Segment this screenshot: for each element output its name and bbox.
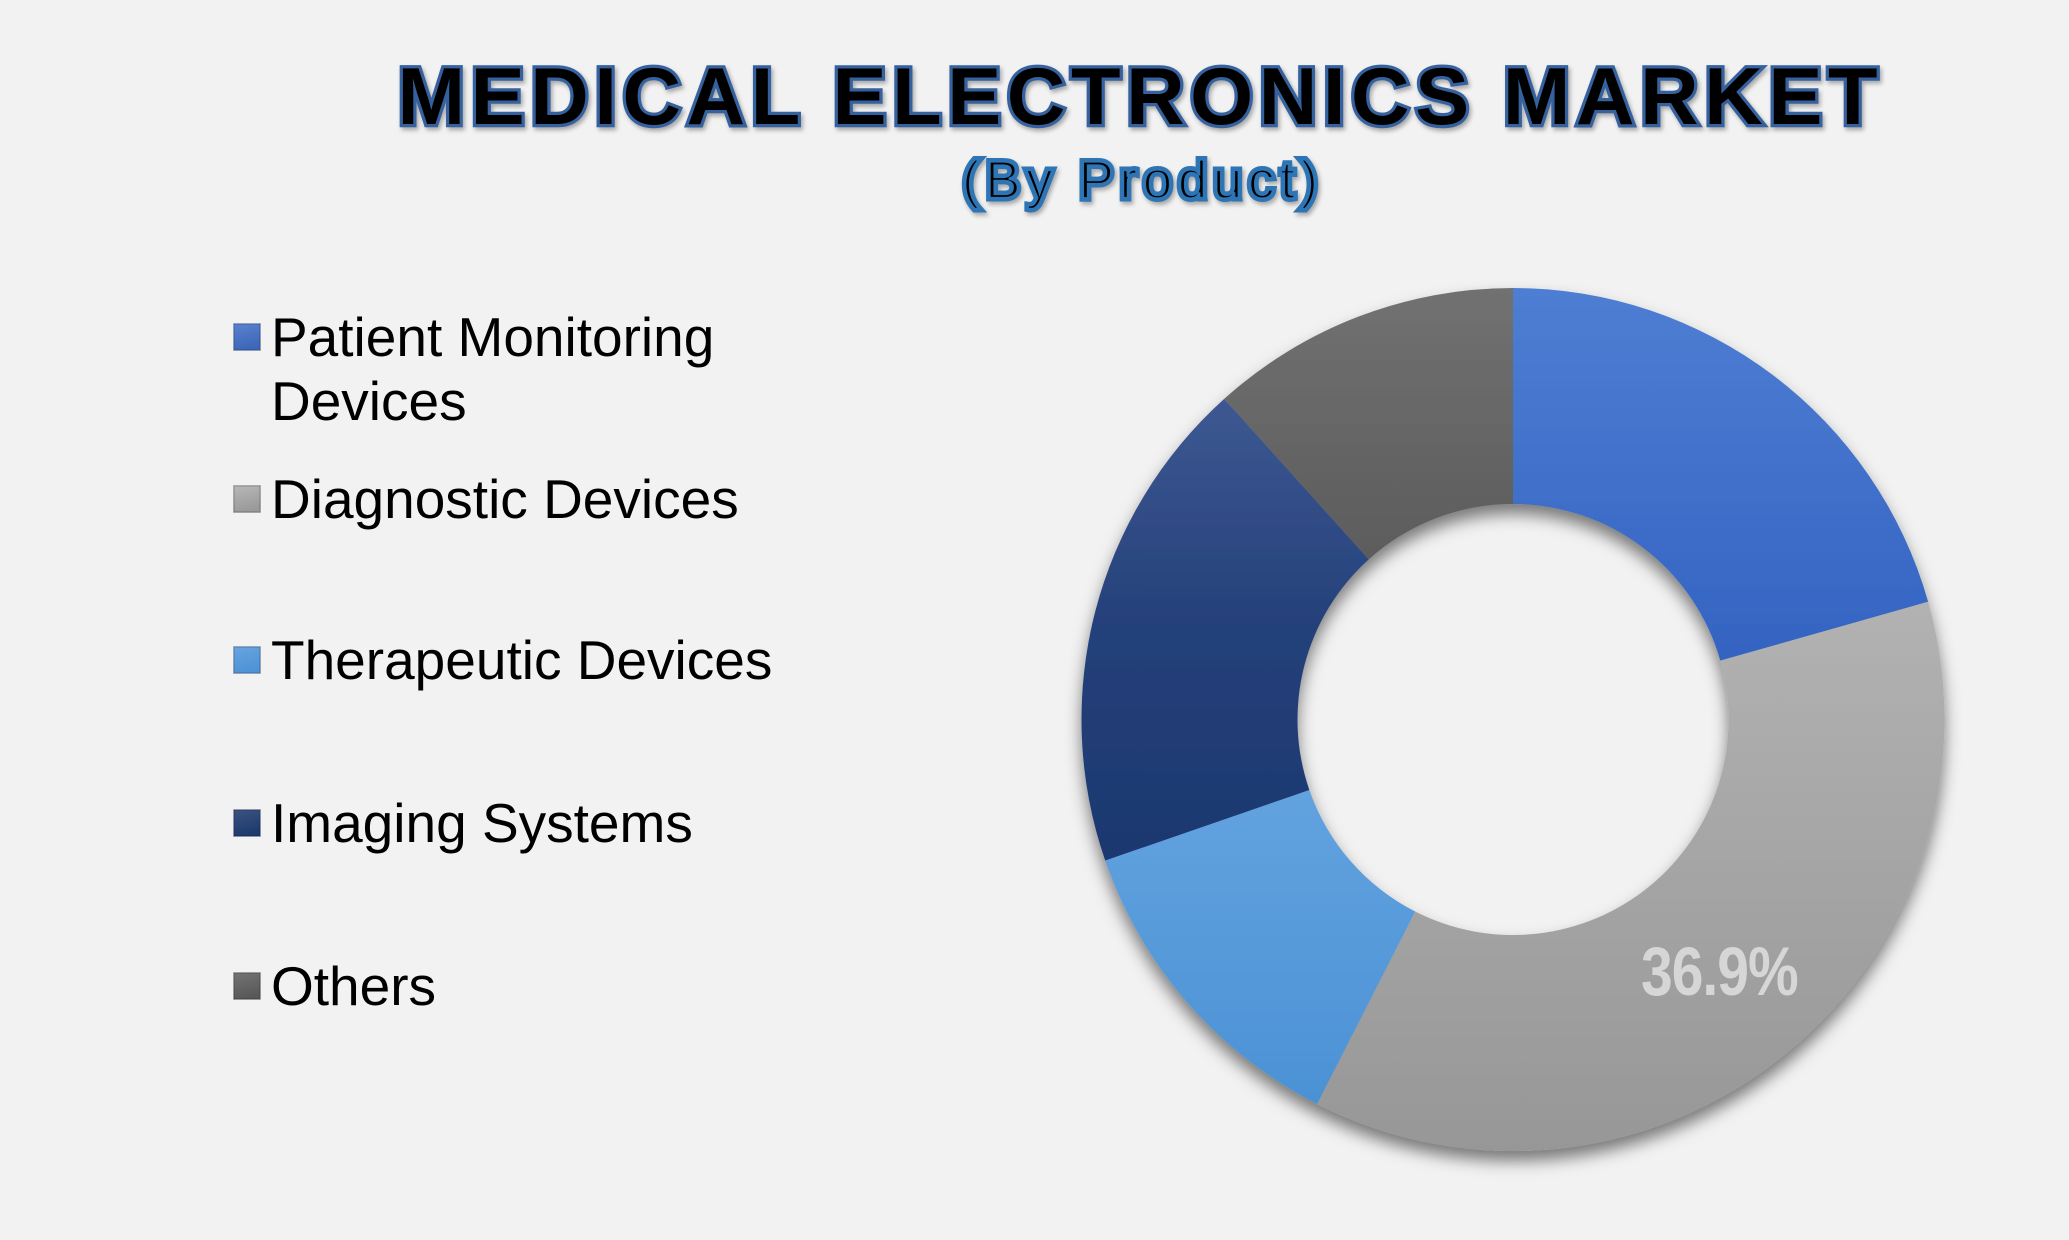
svg-text:(By Product): (By Product): [962, 151, 1318, 210]
svg-text:MEDICAL ELECTRONICS MARKET: MEDICAL ELECTRONICS MARKET: [398, 52, 1878, 142]
